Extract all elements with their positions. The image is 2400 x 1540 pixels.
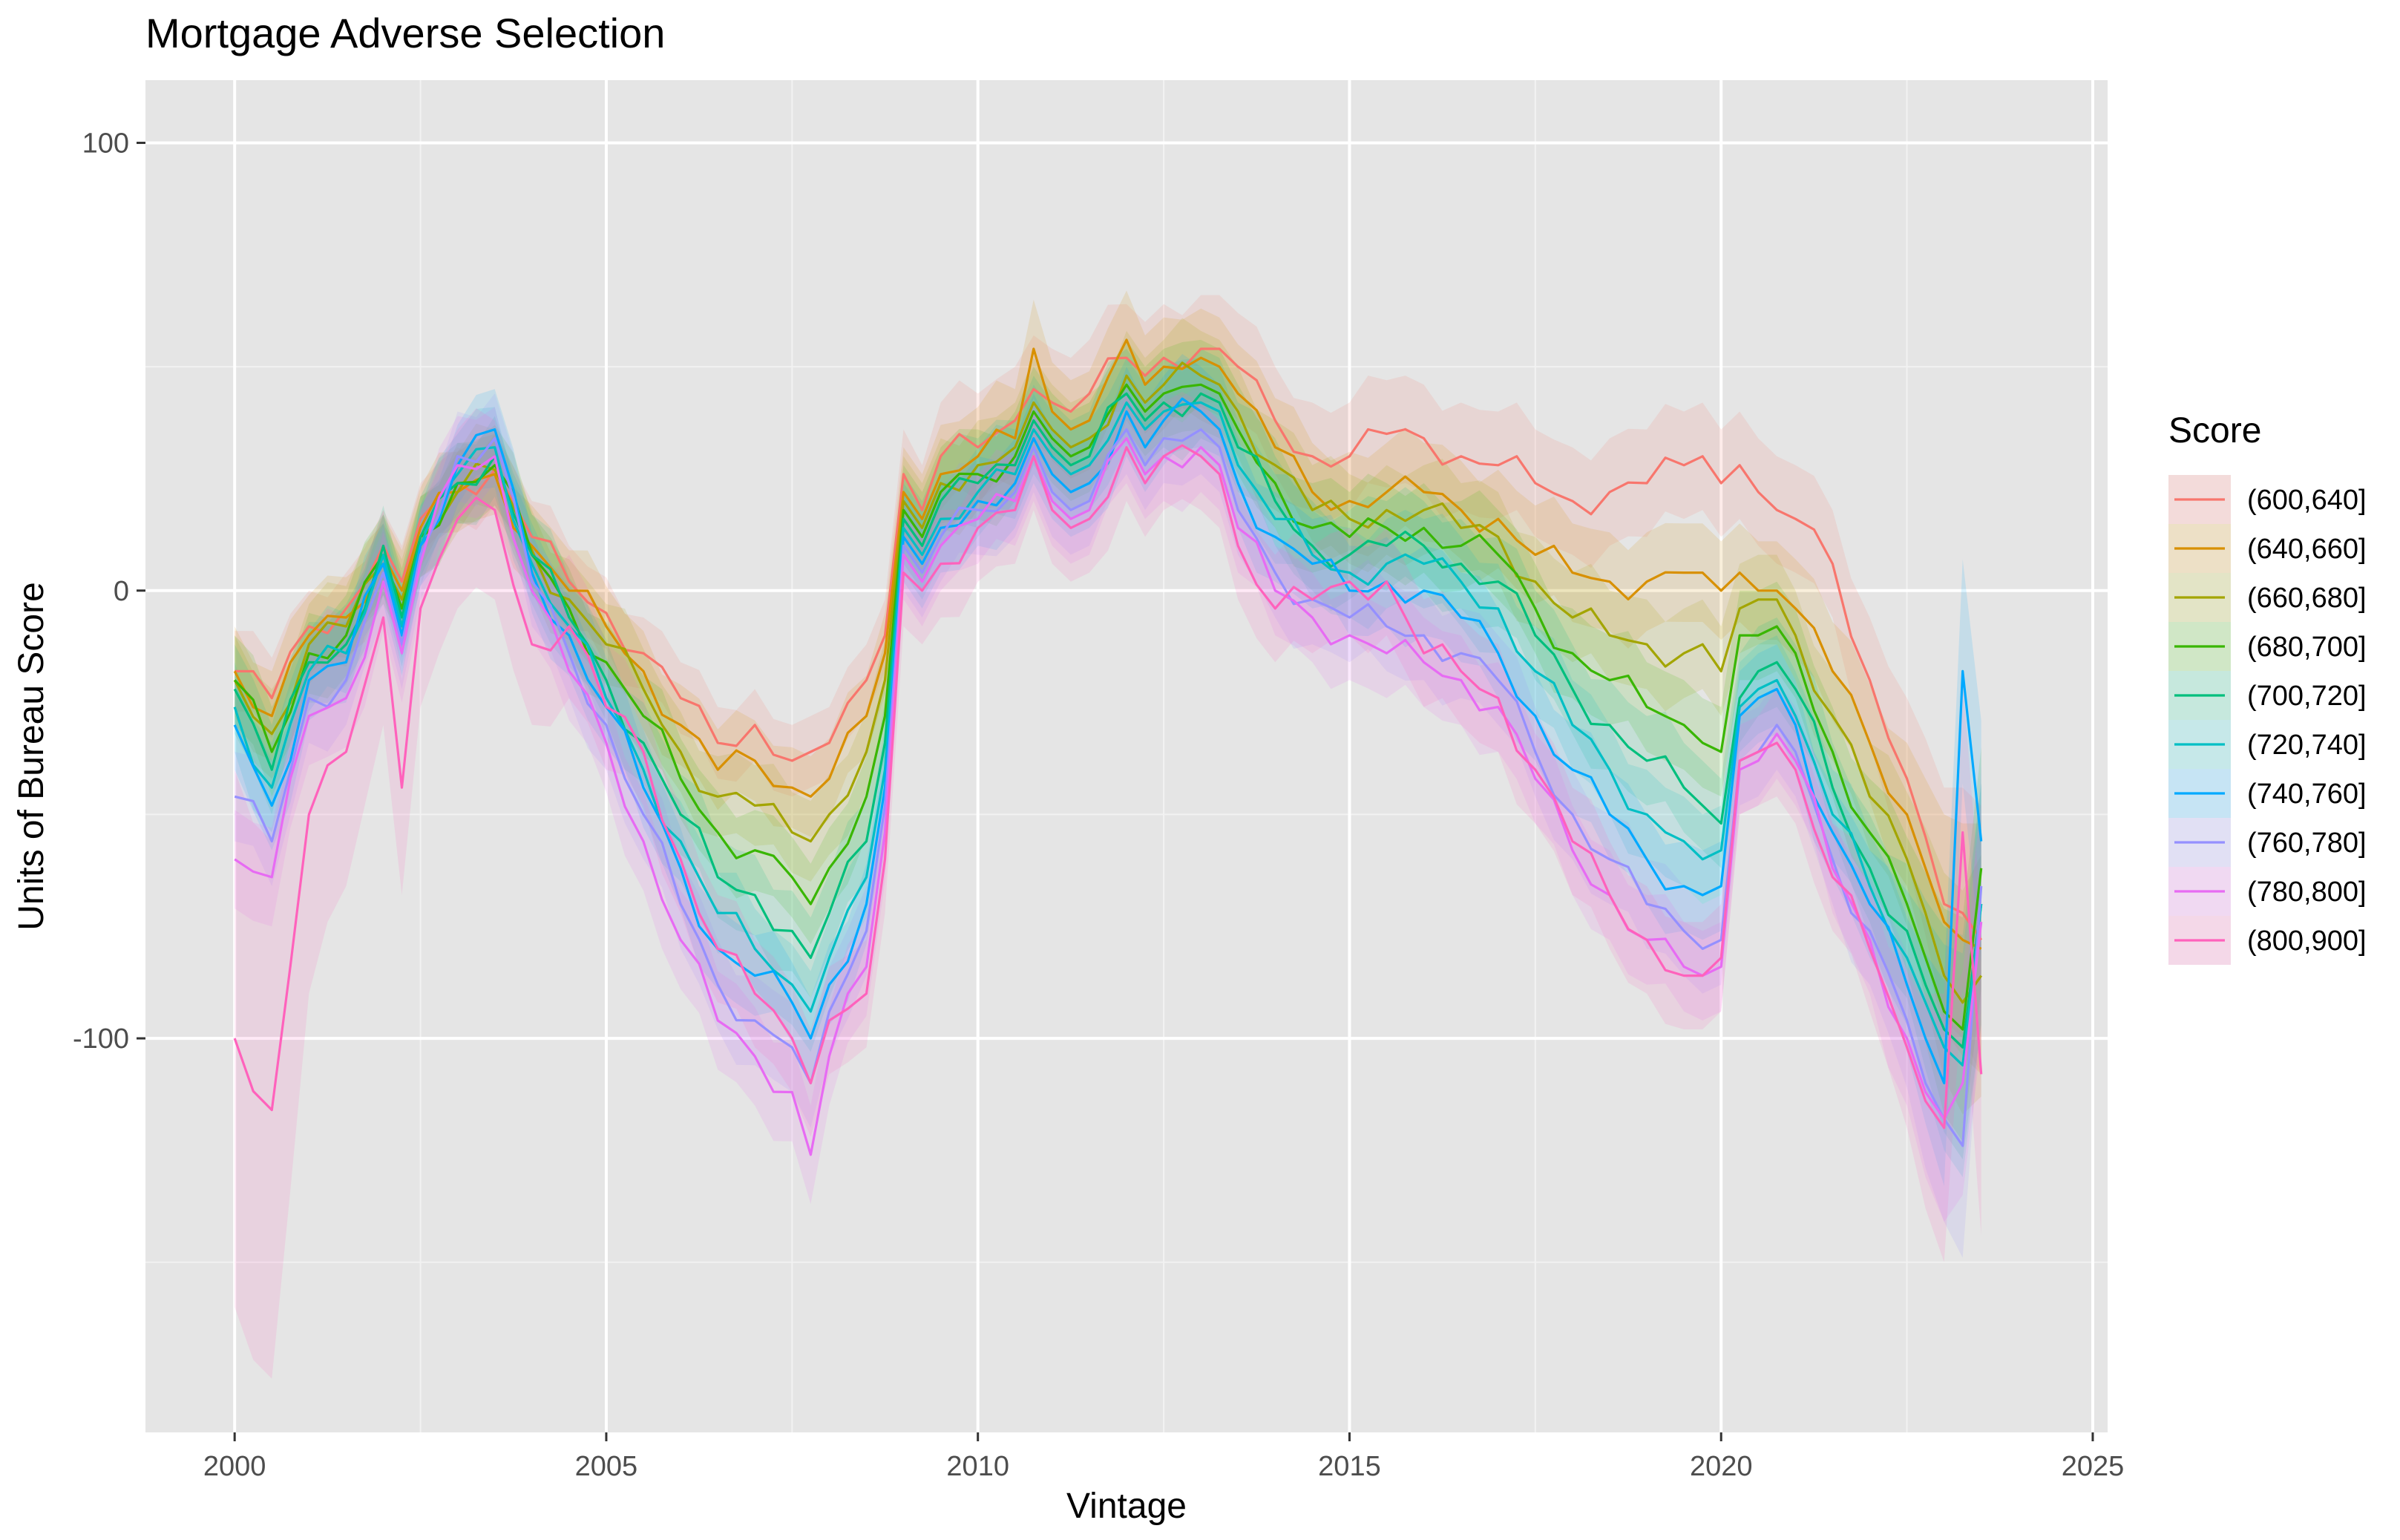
legend: Score (600,640] (640,660] (660,680] (680,70… [2168, 411, 2367, 965]
y-tick-label: -100 [73, 1023, 129, 1055]
series-line-10 [233, 444, 1983, 1130]
chart-title: Mortgage Adverse Selection [145, 10, 665, 56]
x-tick-label: 2015 [1318, 1451, 1381, 1482]
series-line-8 [234, 428, 1983, 1147]
legend-title: Score [2168, 411, 2261, 450]
x-tick-label: 2025 [2062, 1451, 2125, 1482]
plot-panel [145, 80, 2108, 1432]
x-tick-label: 2010 [946, 1451, 1009, 1482]
x-tick-label: 2020 [1690, 1451, 1753, 1482]
legend-label: (760,780] [2247, 828, 2367, 859]
legend-label: (700,720] [2247, 681, 2367, 712]
confidence-band-1 [235, 295, 1981, 1075]
legend-label: (720,740] [2247, 730, 2367, 761]
series-lines [233, 338, 1983, 1156]
series-line-4 [234, 383, 1983, 1031]
legend-label: (680,700] [2247, 632, 2367, 663]
x-tick-label: 2000 [203, 1451, 266, 1482]
confidence-band-6 [235, 358, 1981, 1178]
legend-label: (600,640] [2247, 485, 2367, 516]
confidence-band-5 [235, 349, 1981, 1159]
legend-label: (780,800] [2247, 877, 2367, 908]
y-axis-title: Units of Bureau Score [12, 582, 51, 931]
legend-label: (740,760] [2247, 779, 2367, 810]
x-axis-title: Vintage [1066, 1487, 1187, 1526]
series-line-9 [234, 437, 1983, 1156]
confidence-band-10 [235, 391, 1981, 1379]
y-tick-label: 100 [82, 128, 129, 159]
legend-label: (800,900] [2247, 925, 2367, 957]
x-tick-label: 2005 [575, 1451, 638, 1482]
series-line-1 [235, 347, 1983, 941]
legend-label: (660,680] [2247, 583, 2367, 614]
y-tick-label: 0 [114, 576, 129, 607]
gridlines [145, 80, 2108, 1432]
confidence-bands [235, 290, 1981, 1379]
axes: 2000 2005 2010 2015 2020 2025 -100 0 100 [73, 128, 2124, 1482]
legend-label: (640,660] [2247, 534, 2367, 565]
